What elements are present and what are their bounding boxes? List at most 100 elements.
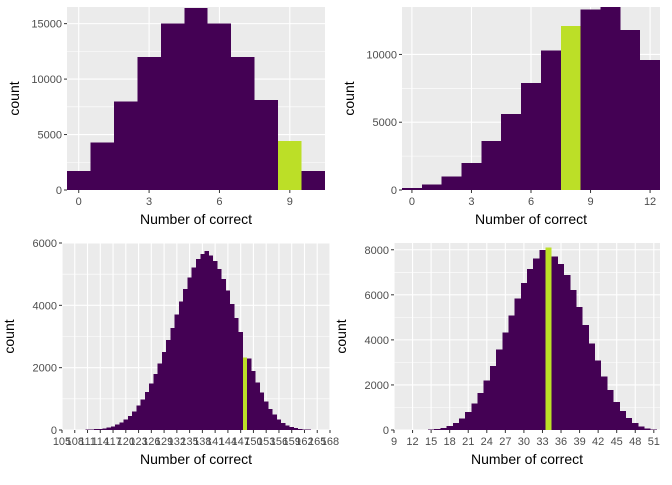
- x-tick-label: 12: [644, 196, 656, 208]
- bar: [153, 374, 157, 430]
- bar: [595, 361, 601, 430]
- y-tick-label: 0: [56, 185, 62, 197]
- bar: [264, 402, 268, 430]
- bar: [231, 57, 254, 190]
- bar: [527, 269, 533, 430]
- x-tick-label: 12: [406, 436, 418, 448]
- x-tick-label: 3: [146, 196, 152, 208]
- bar: [107, 428, 111, 430]
- y-tick-label: 15000: [31, 19, 62, 31]
- bar: [111, 426, 115, 430]
- y-tick-label: 10000: [366, 49, 397, 61]
- bar: [465, 412, 471, 430]
- bar: [402, 188, 422, 190]
- bar: [192, 268, 196, 430]
- highlighted-bar: [546, 248, 552, 430]
- bar: [119, 423, 123, 430]
- bar: [277, 419, 281, 430]
- bar: [222, 279, 226, 430]
- x-tick-label: 6: [528, 196, 534, 208]
- x-tick-label: 0: [409, 196, 415, 208]
- bar: [145, 392, 149, 430]
- y-tick-label: 4000: [365, 335, 389, 347]
- y-tick-label: 0: [383, 425, 389, 437]
- bar: [502, 333, 508, 430]
- bar: [213, 261, 217, 430]
- bar: [564, 275, 570, 430]
- bar: [462, 163, 482, 190]
- y-tick-label: 4000: [33, 300, 57, 312]
- bar: [422, 185, 442, 190]
- chart-panel-3: 0200040006000105108111114117120123126129…: [1, 238, 339, 467]
- x-tick-label: 168: [321, 436, 339, 448]
- bar: [501, 114, 521, 190]
- bar: [247, 358, 251, 430]
- x-tick-label: 33: [536, 436, 548, 448]
- bar: [98, 429, 102, 430]
- bar: [162, 352, 166, 430]
- bar: [196, 259, 200, 430]
- bar: [205, 251, 209, 430]
- bar: [166, 340, 170, 430]
- bar: [581, 10, 601, 190]
- bar: [481, 141, 501, 190]
- y-tick-label: 5000: [373, 117, 397, 129]
- bar: [184, 8, 207, 190]
- bar: [440, 428, 446, 430]
- x-axis-title: Number of correct: [140, 451, 252, 467]
- bar: [496, 350, 502, 430]
- y-axis-title: count: [1, 319, 17, 353]
- bar: [515, 299, 521, 430]
- bar: [149, 383, 153, 430]
- bar: [614, 402, 620, 430]
- bar: [255, 100, 278, 190]
- y-tick-label: 10000: [31, 74, 62, 86]
- bar: [576, 307, 582, 430]
- bar: [589, 343, 595, 430]
- bar: [158, 364, 162, 430]
- highlighted-bar: [278, 141, 301, 190]
- x-tick-label: 42: [592, 436, 604, 448]
- y-axis-title: count: [333, 319, 349, 353]
- bar: [302, 429, 306, 430]
- bar: [459, 418, 465, 430]
- x-tick-label: 27: [499, 436, 511, 448]
- bar: [640, 60, 660, 190]
- y-tick-label: 2000: [33, 363, 57, 375]
- y-tick-label: 0: [391, 185, 397, 197]
- bar: [490, 366, 496, 430]
- y-tick-label: 8000: [365, 245, 389, 257]
- bar: [607, 390, 613, 430]
- bar: [273, 415, 277, 430]
- x-tick-label: 3: [468, 196, 474, 208]
- bar: [601, 376, 607, 430]
- bar: [124, 420, 128, 430]
- bar: [570, 290, 576, 430]
- bar: [632, 423, 638, 430]
- bar: [217, 269, 221, 430]
- bar: [115, 425, 119, 430]
- bar: [114, 101, 137, 190]
- x-tick-label: 9: [391, 436, 397, 448]
- x-tick-label: 30: [518, 436, 530, 448]
- bar: [484, 380, 490, 430]
- bar: [600, 7, 620, 190]
- bar: [447, 426, 453, 430]
- x-tick-label: 9: [587, 196, 593, 208]
- bar: [453, 423, 459, 430]
- x-tick-label: 6: [216, 196, 222, 208]
- bar: [208, 24, 231, 190]
- bar: [268, 409, 272, 430]
- bar: [620, 30, 640, 190]
- bar: [102, 428, 106, 430]
- bar: [442, 176, 462, 190]
- bar: [294, 428, 298, 430]
- y-axis-title: count: [6, 81, 22, 115]
- bar: [539, 250, 545, 430]
- bar: [67, 171, 90, 190]
- bar: [141, 399, 145, 430]
- x-tick-label: 9: [287, 196, 293, 208]
